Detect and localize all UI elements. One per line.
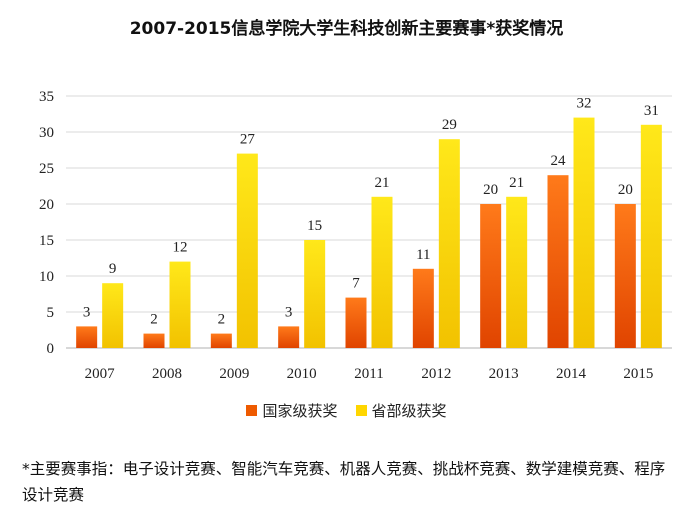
y-tick-label: 25 xyxy=(39,161,54,177)
data-label-provincial-2011: 21 xyxy=(375,175,390,191)
bar-national-2010 xyxy=(278,326,300,348)
bar-national-2013 xyxy=(480,204,502,348)
data-label-provincial-2008: 12 xyxy=(173,240,188,256)
x-tick-label: 2015 xyxy=(623,366,653,382)
footnote: *主要赛事指：电子设计竞赛、智能汽车竞赛、机器人竞赛、挑战杯竞赛、数学建模竞赛、… xyxy=(22,460,666,504)
x-tick-label: 2014 xyxy=(556,366,587,382)
bar-provincial-2011 xyxy=(371,196,393,348)
legend-item-national: 国家级获奖 xyxy=(246,400,338,421)
data-label-provincial-2013: 21 xyxy=(509,175,524,191)
bar-national-2007 xyxy=(76,326,98,348)
data-label-provincial-2012: 29 xyxy=(442,117,457,133)
y-tick-label: 30 xyxy=(39,125,54,141)
legend-swatch-provincial xyxy=(355,405,367,416)
bar-national-2015 xyxy=(614,204,636,348)
x-tick-label: 2013 xyxy=(489,366,519,382)
x-tick-label: 2009 xyxy=(219,366,249,382)
data-label-national-2007: 3 xyxy=(83,304,91,320)
bar-provincial-2008 xyxy=(169,261,191,348)
y-tick-label: 5 xyxy=(47,305,55,321)
legend-item-provincial: 省部级获奖 xyxy=(355,400,447,421)
data-label-national-2013: 20 xyxy=(483,182,498,198)
x-tick-label: 2008 xyxy=(152,366,182,382)
y-tick-label: 10 xyxy=(39,269,54,285)
data-label-provincial-2009: 27 xyxy=(240,132,256,148)
data-label-provincial-2010: 15 xyxy=(307,218,322,234)
data-label-provincial-2014: 32 xyxy=(577,96,592,112)
x-tick-label: 2007 xyxy=(85,366,116,382)
bar-provincial-2010 xyxy=(304,240,326,348)
chart-legend: 国家级获奖 省部级获奖 xyxy=(0,400,693,421)
bar-national-2011 xyxy=(345,297,367,348)
data-label-national-2009: 2 xyxy=(218,312,226,328)
bar-national-2008 xyxy=(143,333,165,348)
bar-provincial-2007 xyxy=(102,283,124,348)
data-label-national-2015: 20 xyxy=(618,182,633,198)
data-label-national-2012: 11 xyxy=(416,247,430,263)
bar-national-2009 xyxy=(210,333,232,348)
bar-provincial-2012 xyxy=(438,139,460,348)
chart-title: 2007-2015信息学院大学生科技创新主要赛事*获奖情况 xyxy=(129,19,564,39)
bar-provincial-2015 xyxy=(640,124,662,348)
y-tick-label: 15 xyxy=(39,233,54,249)
x-tick-label: 2012 xyxy=(421,366,451,382)
data-label-national-2011: 7 xyxy=(352,276,360,292)
bar-national-2012 xyxy=(412,268,434,348)
data-label-national-2008: 2 xyxy=(150,312,158,328)
y-tick-label: 0 xyxy=(47,341,55,357)
y-tick-label: 35 xyxy=(39,89,54,105)
x-tick-label: 2010 xyxy=(287,366,317,382)
x-tick-label: 2011 xyxy=(354,366,383,382)
bar-provincial-2013 xyxy=(506,196,528,348)
y-tick-label: 20 xyxy=(39,197,54,213)
bar-provincial-2009 xyxy=(236,153,258,348)
data-label-provincial-2007: 9 xyxy=(109,261,117,277)
bar-national-2014 xyxy=(547,175,569,348)
data-label-national-2010: 3 xyxy=(285,304,293,320)
legend-label-provincial: 省部级获奖 xyxy=(371,402,447,420)
legend-swatch-national xyxy=(246,405,258,416)
bar-provincial-2014 xyxy=(573,117,595,348)
data-label-provincial-2015: 31 xyxy=(644,103,659,119)
data-label-national-2014: 24 xyxy=(551,153,567,169)
legend-label-national: 国家级获奖 xyxy=(262,402,338,420)
